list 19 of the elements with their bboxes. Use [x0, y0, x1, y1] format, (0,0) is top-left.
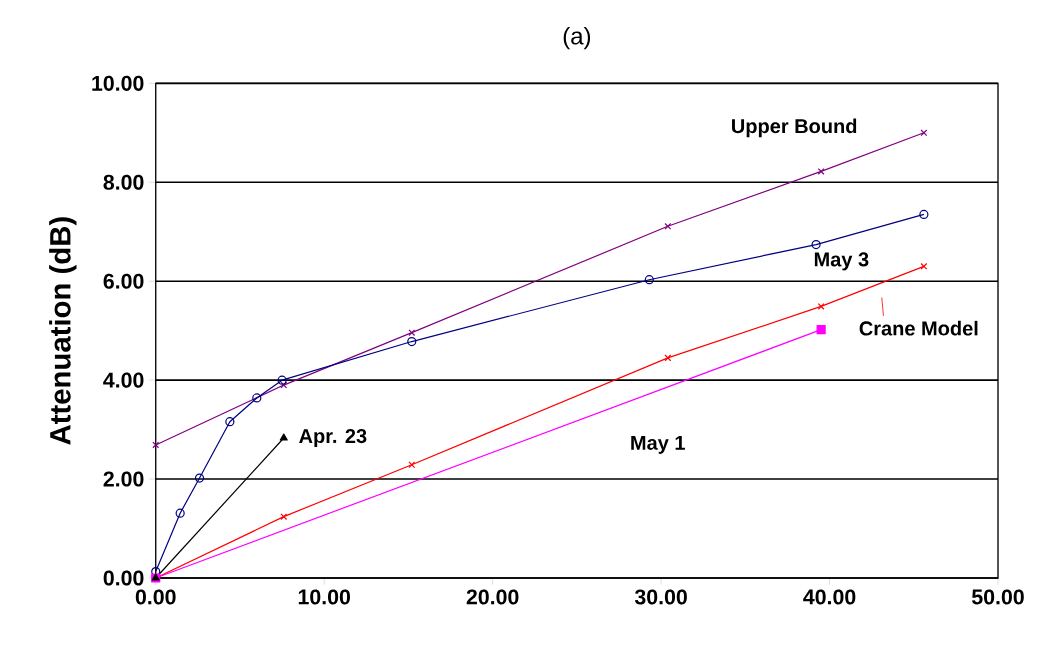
y-axis-title: Attenuation (dB): [49, 217, 77, 445]
y-tick-label: 6.00: [103, 273, 144, 289]
chart-title: (a): [563, 26, 591, 50]
series-label: Apr. 23: [299, 428, 367, 448]
x-tick-label: 0.00: [135, 589, 176, 605]
x-tick-label: 20.00: [466, 589, 519, 605]
x-tick-label: 40.00: [803, 589, 856, 605]
y-tick-label: 4.00: [103, 372, 144, 388]
x-tick-label: 10.00: [298, 589, 350, 605]
y-tick-label: 8.00: [103, 174, 144, 190]
x-tick-label: 30.00: [634, 589, 687, 605]
series-label: May 3: [814, 252, 869, 271]
y-tick-label: 2.00: [103, 471, 144, 487]
y-tick-label: 10.00: [92, 75, 144, 91]
series-label: Upper Bound: [732, 118, 857, 138]
x-tick-label: 50.00: [971, 589, 1024, 605]
legend-label: Crane Model: [859, 320, 978, 336]
series-label: May 1: [631, 435, 685, 454]
y-tick-label: 0.00: [103, 570, 144, 586]
